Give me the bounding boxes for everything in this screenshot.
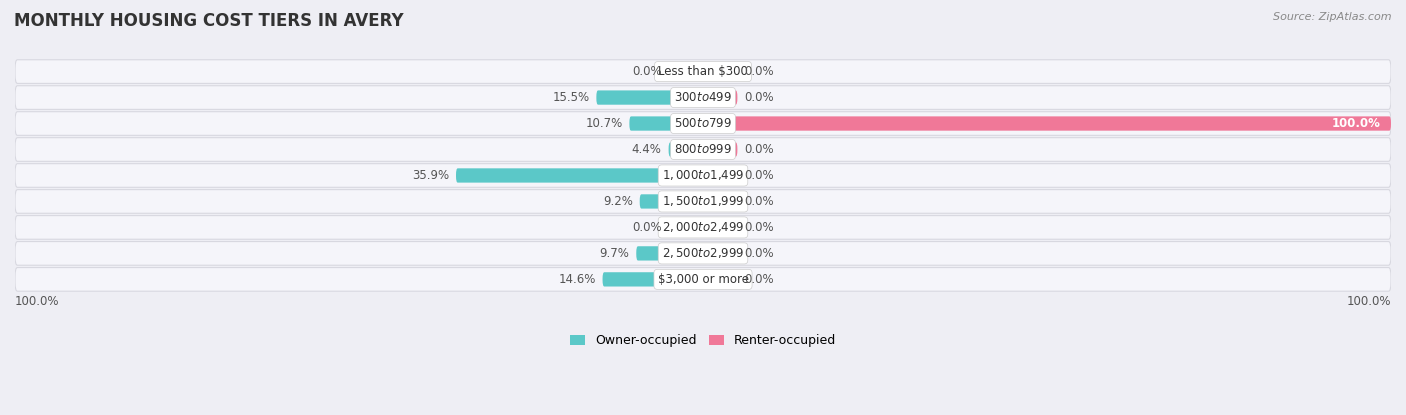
Text: 100.0%: 100.0%	[15, 295, 59, 308]
Text: 0.0%: 0.0%	[744, 273, 773, 286]
FancyBboxPatch shape	[703, 272, 737, 286]
Text: 9.2%: 9.2%	[603, 195, 633, 208]
Text: 0.0%: 0.0%	[744, 247, 773, 260]
Text: $1,000 to $1,499: $1,000 to $1,499	[662, 168, 744, 183]
FancyBboxPatch shape	[703, 90, 737, 105]
FancyBboxPatch shape	[637, 246, 703, 261]
Text: $300 to $499: $300 to $499	[673, 91, 733, 104]
Text: 0.0%: 0.0%	[744, 169, 773, 182]
FancyBboxPatch shape	[669, 220, 703, 234]
Text: $2,000 to $2,499: $2,000 to $2,499	[662, 220, 744, 234]
FancyBboxPatch shape	[15, 112, 1391, 135]
Text: 0.0%: 0.0%	[633, 221, 662, 234]
FancyBboxPatch shape	[703, 220, 737, 234]
FancyBboxPatch shape	[640, 194, 703, 209]
Text: $500 to $799: $500 to $799	[673, 117, 733, 130]
FancyBboxPatch shape	[15, 242, 1391, 265]
Text: 0.0%: 0.0%	[744, 143, 773, 156]
FancyBboxPatch shape	[703, 142, 737, 156]
FancyBboxPatch shape	[703, 64, 737, 79]
FancyBboxPatch shape	[15, 190, 1391, 213]
Legend: Owner-occupied, Renter-occupied: Owner-occupied, Renter-occupied	[565, 330, 841, 352]
FancyBboxPatch shape	[630, 116, 703, 131]
Text: Source: ZipAtlas.com: Source: ZipAtlas.com	[1274, 12, 1392, 22]
Text: 0.0%: 0.0%	[633, 65, 662, 78]
Text: 100.0%: 100.0%	[1347, 295, 1391, 308]
Text: $1,500 to $1,999: $1,500 to $1,999	[662, 195, 744, 208]
FancyBboxPatch shape	[456, 168, 703, 183]
FancyBboxPatch shape	[703, 168, 737, 183]
FancyBboxPatch shape	[669, 64, 703, 79]
Text: $2,500 to $2,999: $2,500 to $2,999	[662, 247, 744, 260]
Text: 0.0%: 0.0%	[744, 221, 773, 234]
Text: $3,000 or more: $3,000 or more	[658, 273, 748, 286]
Text: 4.4%: 4.4%	[631, 143, 662, 156]
FancyBboxPatch shape	[669, 142, 703, 156]
Text: 100.0%: 100.0%	[1331, 117, 1381, 130]
Text: 35.9%: 35.9%	[412, 169, 449, 182]
Text: 14.6%: 14.6%	[558, 273, 596, 286]
Text: $800 to $999: $800 to $999	[673, 143, 733, 156]
FancyBboxPatch shape	[15, 86, 1391, 110]
FancyBboxPatch shape	[15, 138, 1391, 161]
Text: 10.7%: 10.7%	[585, 117, 623, 130]
FancyBboxPatch shape	[596, 90, 703, 105]
Text: 15.5%: 15.5%	[553, 91, 589, 104]
Text: Less than $300: Less than $300	[658, 65, 748, 78]
FancyBboxPatch shape	[15, 268, 1391, 291]
FancyBboxPatch shape	[15, 216, 1391, 239]
Text: 0.0%: 0.0%	[744, 195, 773, 208]
Text: 0.0%: 0.0%	[744, 91, 773, 104]
FancyBboxPatch shape	[15, 60, 1391, 83]
Text: MONTHLY HOUSING COST TIERS IN AVERY: MONTHLY HOUSING COST TIERS IN AVERY	[14, 12, 404, 30]
FancyBboxPatch shape	[703, 116, 1391, 131]
FancyBboxPatch shape	[603, 272, 703, 286]
Text: 9.7%: 9.7%	[599, 247, 630, 260]
Text: 0.0%: 0.0%	[744, 65, 773, 78]
FancyBboxPatch shape	[703, 194, 737, 209]
FancyBboxPatch shape	[703, 246, 737, 261]
FancyBboxPatch shape	[15, 164, 1391, 187]
